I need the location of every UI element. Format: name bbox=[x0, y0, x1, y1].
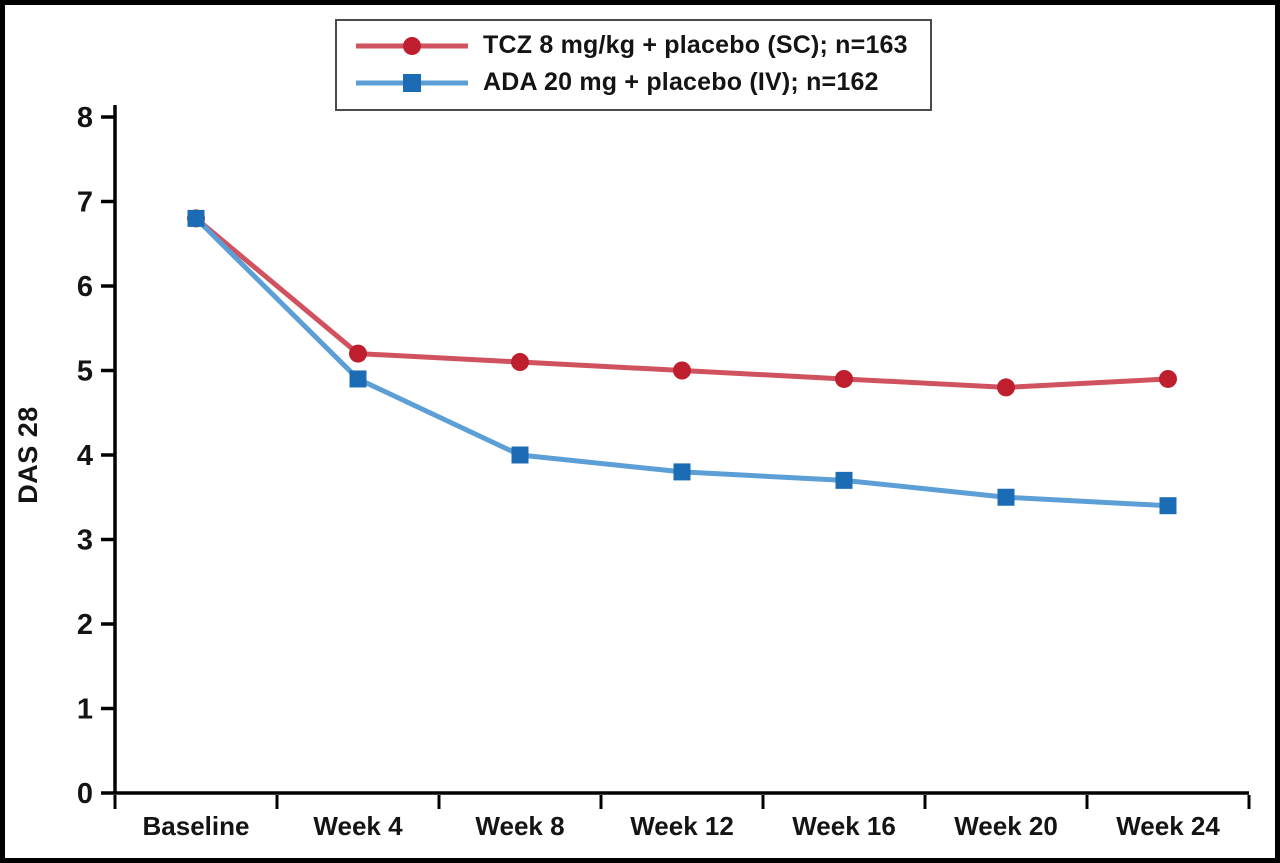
y-tick-label: 8 bbox=[77, 102, 93, 134]
data-point-square bbox=[511, 446, 529, 464]
data-point-circle bbox=[673, 361, 691, 380]
data-point-square bbox=[673, 463, 691, 481]
x-tick-label: Week 4 bbox=[313, 811, 403, 841]
data-point-square bbox=[1159, 497, 1177, 515]
y-tick-label: 0 bbox=[77, 778, 93, 810]
legend-item-ada: ADA 20 mg + placebo (IV); n=162 bbox=[353, 68, 908, 97]
data-point-square bbox=[997, 488, 1015, 506]
legend-item-tcz: TCZ 8 mg/kg + placebo (SC); n=163 bbox=[353, 31, 908, 60]
x-tick-label: Week 20 bbox=[954, 811, 1058, 841]
y-tick-label: 5 bbox=[77, 356, 93, 388]
y-tick-label: 3 bbox=[77, 525, 93, 557]
data-point-circle bbox=[835, 369, 853, 388]
x-tick-label: Week 16 bbox=[792, 811, 896, 841]
legend-sample-ada bbox=[356, 73, 468, 92]
data-point-square bbox=[349, 370, 367, 388]
legend-label-tcz: TCZ 8 mg/kg + placebo (SC); n=163 bbox=[483, 31, 908, 59]
x-tick-label: Week 12 bbox=[630, 811, 734, 841]
data-point-circle bbox=[1159, 369, 1177, 388]
legend-label-ada: ADA 20 mg + placebo (IV); n=162 bbox=[483, 68, 879, 96]
data-point-circle bbox=[997, 378, 1015, 397]
x-tick-label: Week 8 bbox=[475, 811, 564, 841]
y-tick-label: 1 bbox=[77, 694, 93, 726]
y-tick-label: 7 bbox=[77, 187, 93, 219]
legend-sample-tcz bbox=[356, 36, 468, 55]
y-tick-label: 4 bbox=[77, 440, 93, 472]
x-tick-label: Baseline bbox=[143, 811, 250, 841]
y-tick-label: 6 bbox=[77, 271, 93, 303]
data-point-square bbox=[187, 209, 205, 227]
x-tick-label: Week 24 bbox=[1116, 811, 1220, 841]
circle-marker-icon bbox=[403, 36, 421, 55]
data-point-square bbox=[835, 471, 853, 489]
data-point-circle bbox=[349, 344, 367, 363]
square-marker-icon bbox=[403, 73, 421, 92]
y-tick-label: 2 bbox=[77, 609, 93, 641]
legend: TCZ 8 mg/kg + placebo (SC); n=163 ADA 20… bbox=[335, 19, 932, 111]
plot-area: 0 1 2 3 4 5 6 7 8 Baseline Week 4 Week 8 Week 12 Week… bbox=[13, 102, 1251, 841]
y-axis-title: DAS 28 bbox=[13, 406, 43, 504]
data-point-circle bbox=[511, 353, 529, 372]
